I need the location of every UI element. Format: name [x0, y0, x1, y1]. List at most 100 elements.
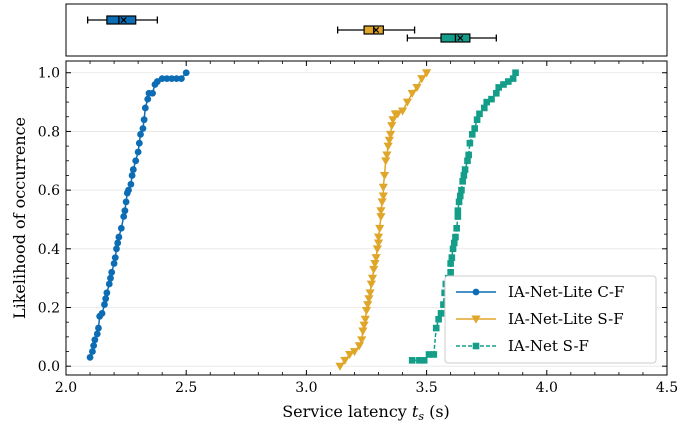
data-point: [140, 116, 148, 124]
legend: IA-Net-Lite C-F IA-Net-Lite S-F IA-Net S-F: [444, 275, 657, 364]
data-point: [93, 330, 101, 338]
data-point: [340, 356, 350, 365]
cdf-plot-area: 2.0 2.5 3.0 3.5 4.0 4.5 0.0 0.2 0.4 0.6 0.8 1.0: [38, 60, 678, 396]
data-point: [440, 301, 447, 308]
series-layer: [86, 69, 519, 371]
data-point: [453, 224, 460, 232]
data-point: [105, 280, 113, 288]
data-point: [509, 75, 517, 82]
data-point: [163, 75, 171, 83]
data-point: [473, 116, 481, 123]
series-3: [408, 69, 519, 364]
data-point: [360, 315, 370, 324]
x-tick-label: 4.0: [536, 380, 558, 396]
data-point: [452, 233, 459, 241]
data-point: [378, 183, 388, 192]
data-point: [460, 172, 468, 179]
data-point: [121, 207, 129, 215]
legend-frame: [444, 275, 657, 364]
data-point: [377, 198, 387, 207]
boxplot-mean-marker: [120, 16, 127, 24]
legend-entry-1: IA-Net-Lite C-F: [456, 283, 624, 301]
data-point: [358, 327, 368, 336]
y-tick-label: 0.0: [38, 359, 60, 375]
data-point: [108, 268, 116, 276]
x-axis-unit: (s): [429, 402, 450, 421]
data-point: [459, 178, 466, 185]
data-point: [102, 295, 110, 303]
x-tick-label: 2.0: [55, 380, 77, 396]
x-axis-symbol: t: [412, 402, 419, 421]
data-point: [357, 336, 367, 345]
x-axis-label: Service latency ts (s): [282, 402, 450, 423]
boxplot-2: [337, 25, 416, 35]
data-point: [144, 95, 152, 103]
data-point: [110, 260, 118, 267]
data-point: [384, 136, 394, 145]
legend-label: IA-Net-Lite C-F: [508, 283, 624, 301]
series-1: [86, 69, 190, 361]
data-point: [375, 224, 385, 233]
x-tick-label: 3.5: [415, 380, 437, 396]
data-point: [420, 357, 428, 364]
data-point: [139, 125, 147, 132]
data-point: [385, 130, 396, 139]
data-point: [376, 207, 386, 216]
data-point: [86, 353, 94, 361]
data-point: [376, 213, 386, 222]
data-point: [417, 75, 427, 84]
ticks: 2.0 2.5 3.0 3.5 4.0 4.5 0.0 0.2 0.4 0.6 0.8 1.0: [38, 61, 678, 396]
data-point: [495, 84, 503, 91]
data-point: [512, 69, 519, 77]
boxplot-1: [86, 15, 159, 25]
data-point: [480, 104, 488, 112]
y-axis-label: Likelihood of occurrence: [10, 117, 29, 319]
boxplot-3: [406, 33, 497, 43]
data-point: [101, 301, 108, 308]
data-point: [129, 166, 137, 173]
data-point: [359, 321, 369, 330]
legend-entry-2: IA-Net-Lite S-F: [456, 310, 624, 328]
data-point: [466, 139, 474, 147]
legend-entry-3: IA-Net S-F: [456, 337, 589, 355]
data-point: [450, 239, 458, 247]
data-point: [363, 301, 373, 310]
boxplot-mean-marker: [457, 34, 464, 42]
data-point: [107, 274, 114, 282]
data-point: [476, 110, 483, 118]
data-point: [372, 245, 382, 254]
y-tick-label: 0.2: [38, 301, 60, 317]
data-point: [454, 207, 462, 214]
series-line: [89, 72, 187, 358]
data-point: [89, 348, 96, 355]
data-point: [505, 78, 512, 85]
data-point: [430, 351, 438, 358]
data-point: [397, 107, 408, 116]
data-point: [335, 362, 345, 371]
data-point: [137, 130, 144, 138]
data-point: [447, 268, 454, 276]
data-point: [113, 245, 120, 253]
data-point: [471, 125, 478, 132]
data-point: [402, 98, 412, 107]
series-2: [335, 69, 432, 371]
data-point: [168, 75, 176, 83]
y-tick-label: 0.4: [38, 242, 60, 258]
data-point: [345, 351, 355, 360]
data-point: [456, 192, 464, 200]
x-axis-label-text: Service latency: [282, 402, 407, 421]
data-point: [465, 151, 472, 159]
data-point: [135, 139, 143, 147]
data-point: [115, 233, 123, 241]
data-point: [134, 148, 142, 156]
x-tick-label: 2.5: [175, 380, 197, 396]
data-point: [449, 245, 457, 253]
data-point: [455, 198, 463, 206]
data-point: [381, 157, 391, 166]
plot-frame: [65, 60, 668, 376]
data-point: [382, 151, 392, 160]
legend-marker: [472, 288, 480, 296]
data-point: [448, 254, 456, 261]
data-point: [422, 69, 432, 78]
